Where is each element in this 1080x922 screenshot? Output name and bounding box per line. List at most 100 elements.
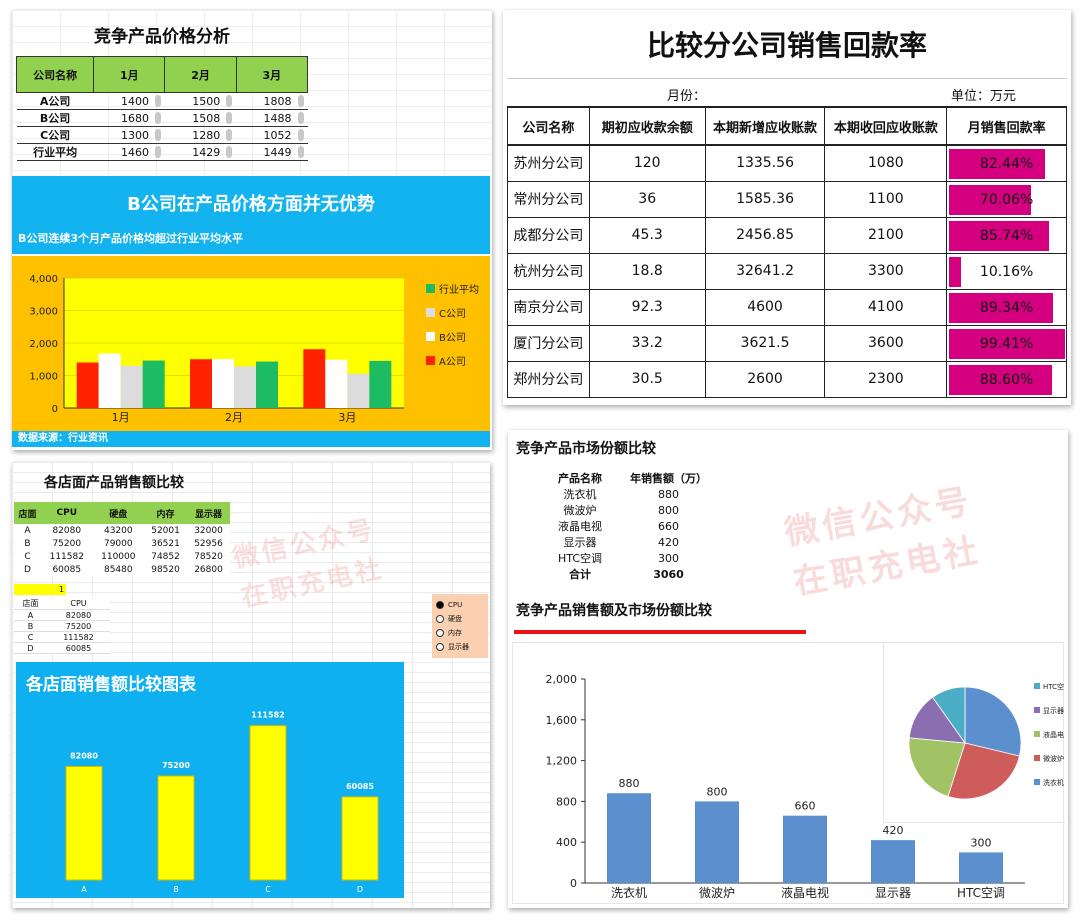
product-option-group: CPU 硬盘 内存显示器 xyxy=(432,594,488,658)
new-receivable: 3621.5 xyxy=(704,324,826,362)
bar xyxy=(65,765,103,881)
option-label: CPU xyxy=(448,601,463,609)
store-chart: 各店面销售额比较图表 82080 A 75200 B 111582 C 60085 D xyxy=(16,662,404,898)
bar xyxy=(341,796,379,881)
x-tick-label: B xyxy=(173,885,179,894)
bar xyxy=(783,815,827,883)
opening-balance: 120 xyxy=(588,144,706,182)
y-tick-label: 0 xyxy=(52,404,58,415)
price-cell: 1680 xyxy=(93,109,165,127)
col-header: 年销售额（万） xyxy=(630,472,707,485)
rate-text: 99.41% xyxy=(979,335,1034,352)
price-cell: 1429 xyxy=(164,143,237,161)
sales-cell: D xyxy=(24,564,31,575)
table-row: C 111582 110000 74852 78520 xyxy=(14,550,230,563)
price-cell: 1488 xyxy=(236,109,308,127)
new-receivable: 2600 xyxy=(704,360,826,398)
bar xyxy=(695,801,739,883)
x-tick-label: 液晶电视 xyxy=(781,885,829,900)
radio-icon[interactable] xyxy=(436,615,444,623)
rate-table: 公司名称 期初应收款余额 本期新增应收账款 本期收回应收账款 月销售回款率 苏州… xyxy=(507,106,1067,398)
option-2[interactable]: 内存 xyxy=(436,626,484,640)
x-tick-label: C xyxy=(265,885,271,894)
data-label: 75200 xyxy=(162,761,190,770)
bar-B公司 xyxy=(212,358,234,408)
radio-icon[interactable] xyxy=(436,629,444,637)
data-label: 60085 xyxy=(346,782,374,791)
table-row: 郑州分公司 30.5 2600 2300 88.60% xyxy=(507,360,1067,398)
sales-cell: 52956 xyxy=(194,538,223,549)
col-header: 2月 xyxy=(164,56,237,93)
sales-cell: 111582 xyxy=(49,551,84,562)
sales-cell: 43200 xyxy=(103,525,133,536)
x-tick-label: 显示器 xyxy=(875,886,911,900)
x-tick-label: 2月 xyxy=(225,411,243,424)
table-row: 常州分公司 36 1585.36 1100 70.06% xyxy=(507,180,1067,218)
sales-cell: 75200 xyxy=(52,538,82,549)
option-3[interactable]: 显示器 xyxy=(436,640,484,654)
table-row: 显示器 420 xyxy=(544,534,721,550)
new-receivable: 1335.56 xyxy=(704,144,826,182)
share-title: 竞争产品市场份额比较 xyxy=(516,441,656,457)
share-table: 产品名称 年销售额（万） 洗衣机 880 微波炉 800 液晶电视 660 显示器 420 HT… xyxy=(544,470,721,582)
sales-cell: 98520 xyxy=(151,564,180,575)
radio-icon[interactable] xyxy=(436,601,444,609)
data-label: 82080 xyxy=(70,751,98,760)
data-label: 660 xyxy=(795,800,816,813)
new-receivable: 2456.85 xyxy=(704,216,826,254)
option-0[interactable]: CPU xyxy=(436,598,484,612)
store-title: 各店面产品销售额比较 xyxy=(44,475,184,491)
product-name: 显示器 xyxy=(563,536,597,549)
banner-subtitle: B公司连续3个月产品价格均超过行业平均水平 xyxy=(18,232,244,245)
pie-slice xyxy=(908,737,966,797)
bar-行业平均 xyxy=(256,361,278,408)
rate-cell: 10.16% xyxy=(946,252,1067,290)
banner-title: B公司在产品价格方面并无优势 xyxy=(127,194,375,215)
bar xyxy=(249,725,287,881)
total-row: 合计 3060 xyxy=(544,566,721,582)
opening-balance: 30.5 xyxy=(588,360,706,398)
selected-index-cell[interactable]: 1 xyxy=(14,584,66,595)
legend-swatch xyxy=(1034,707,1040,713)
bar-行业平均 xyxy=(369,360,392,408)
table-row: D 60085 85480 98520 26800 xyxy=(14,563,230,576)
pie-slice xyxy=(947,742,1020,800)
table-row: 成都分公司 45.3 2456.85 2100 85.74% xyxy=(507,216,1067,254)
selected-series-table: 店面 CPU A 82080 B 75200 C 111582 D 60085 xyxy=(14,598,110,654)
bar-行业平均 xyxy=(142,360,165,408)
price-cell: 1449 xyxy=(236,143,308,161)
x-tick-label: A xyxy=(81,885,87,894)
table-row: 厦门分公司 33.2 3621.5 3600 99.41% xyxy=(507,324,1067,362)
pie-frame: HTC空 显示器 液晶电 微波炉 洗衣机 xyxy=(883,643,1065,823)
col-header: 3月 xyxy=(235,56,309,93)
table-row: 行业平均 1460 1429 1449 xyxy=(16,143,308,161)
table-row: B公司 1680 1508 1488 xyxy=(16,109,308,127)
legend-label: 微波炉 xyxy=(1043,754,1064,763)
price-cell: 1508 xyxy=(164,109,237,127)
total-label: 合计 xyxy=(569,568,591,581)
series-cell: C xyxy=(14,631,47,643)
col-header: CPU xyxy=(46,598,110,610)
sales-cell: 79000 xyxy=(103,538,133,549)
collected-amount: 3600 xyxy=(824,324,948,362)
rate-text: 82.44% xyxy=(979,156,1034,172)
sales-cell: 36521 xyxy=(151,538,180,549)
bar xyxy=(157,775,195,881)
product-name: HTC空调 xyxy=(557,552,603,565)
legend-swatch xyxy=(426,356,435,365)
legend-label: 洗衣机 xyxy=(1043,778,1064,787)
watermark: 微信公众号 在职充电社 xyxy=(781,476,985,607)
radio-icon[interactable] xyxy=(436,643,444,651)
pie-slice xyxy=(964,686,1022,757)
store-chart-title: 各店面销售额比较图表 xyxy=(26,675,196,695)
y-tick-label: 400 xyxy=(556,836,577,849)
rate-text: 88.60% xyxy=(979,371,1034,388)
legend-label: 行业平均 xyxy=(439,283,479,296)
branch-name: 成都分公司 xyxy=(507,216,590,254)
option-1[interactable]: 硬盘 xyxy=(436,612,484,626)
col-header: CPU xyxy=(41,502,93,524)
series-cell: A xyxy=(14,609,47,621)
option-label: 显示器 xyxy=(448,643,469,651)
data-label: 800 xyxy=(707,785,728,798)
rate-bar xyxy=(949,184,1031,215)
